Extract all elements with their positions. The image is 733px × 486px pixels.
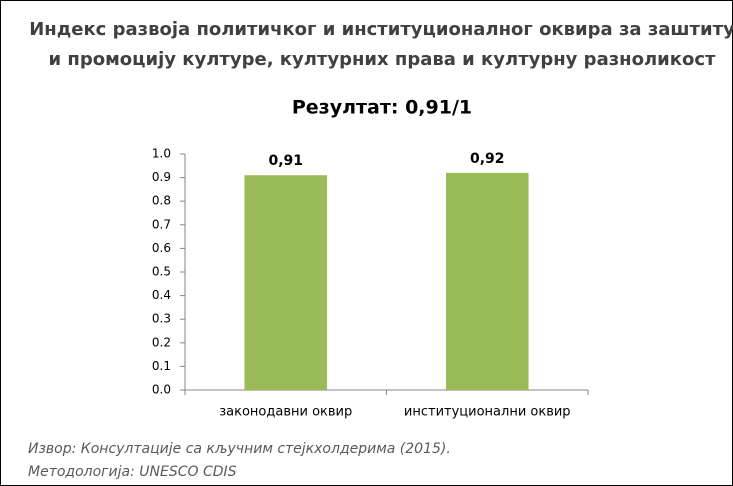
source-note: Методологија: UNESCO CDIS [28,464,237,480]
y-tick-label: 0.5 [152,265,171,279]
y-tick-label: 0.0 [152,383,171,397]
chart-subtitle: Резултат: 0,91/1 [292,97,472,119]
source-note: Извор: Консултације са кључним стејкхолд… [28,441,451,457]
y-tick-label: 0.8 [152,194,171,208]
y-tick-label: 0.1 [152,359,171,373]
bar [445,172,529,390]
y-tick-label: 0.3 [152,312,171,326]
y-tick-label: 0.6 [152,241,171,255]
y-tick-label: 0.2 [152,335,171,349]
value-label: 0,91 [268,153,303,169]
x-tick-label: законодавни оквир [219,405,352,420]
y-tick-label: 0.9 [152,170,171,184]
y-tick-label: 0.7 [152,217,171,231]
y-tick-label: 0.4 [152,288,171,302]
chart-title: Индекс развоја политичког и институциона… [29,19,733,40]
value-label: 0,92 [470,151,505,167]
bar [244,175,328,390]
chart-title: и промоцију културе, културних права и к… [49,49,716,70]
x-tick-label: институционални оквир [404,405,571,420]
y-tick-label: 1.0 [152,147,171,161]
